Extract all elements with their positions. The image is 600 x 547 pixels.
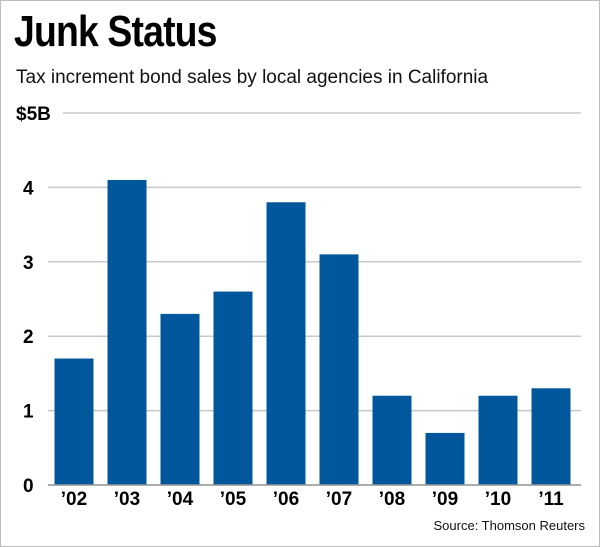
bar-07 — [319, 254, 359, 485]
x-tick-label: ’11 — [538, 489, 564, 510]
x-tick-label: ’09 — [432, 489, 458, 510]
bar-04 — [160, 313, 200, 485]
bar-03 — [107, 179, 147, 485]
chart-subtitle: Tax increment bond sales by local agenci… — [16, 67, 489, 88]
x-tick-label: ’08 — [379, 489, 405, 510]
chart-title: Junk Status — [14, 7, 217, 56]
x-tick-label: ’06 — [273, 489, 299, 510]
y-tick-label: 1 — [23, 402, 34, 423]
x-tick-label: ’07 — [326, 489, 352, 510]
bar-09 — [425, 432, 465, 485]
bar-08 — [372, 395, 412, 485]
bar-06 — [266, 202, 306, 485]
y-tick-label: 3 — [23, 253, 34, 274]
y-tick-label: 2 — [23, 327, 34, 348]
x-tick-label: ’05 — [220, 489, 247, 510]
bar-10 — [478, 395, 518, 485]
bar-02 — [54, 358, 94, 485]
bar-05 — [213, 291, 253, 485]
x-tick-label: ’04 — [167, 489, 194, 510]
bar-11 — [531, 388, 571, 485]
y-tick-label: $5B — [16, 104, 51, 125]
x-tick-label: ’10 — [485, 489, 511, 510]
y-tick-label: 4 — [23, 178, 34, 199]
x-tick-label: ’03 — [114, 489, 140, 510]
y-tick-label: 0 — [23, 476, 34, 497]
x-tick-label: ’02 — [61, 489, 87, 510]
source-note: Source: Thomson Reuters — [433, 518, 586, 533]
